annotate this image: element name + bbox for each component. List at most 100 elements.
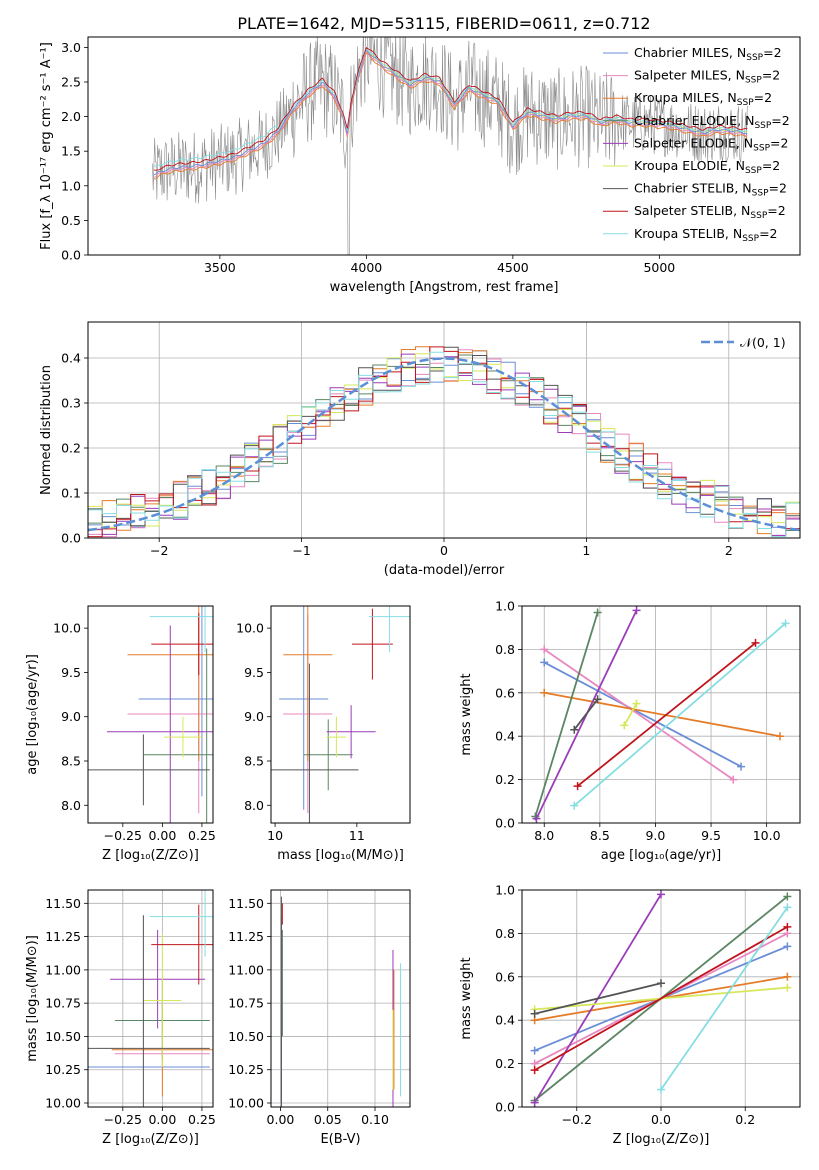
x-tick-label: 9.5 xyxy=(701,828,721,843)
y-tick-label: 10.75 xyxy=(45,996,81,1011)
x-tick-label: 9.0 xyxy=(645,828,665,843)
plot-area xyxy=(280,896,402,1107)
y-tick-label: 1.0 xyxy=(495,883,515,898)
weight-marker xyxy=(540,688,549,697)
x-tick-label: 4000 xyxy=(350,260,382,275)
y-tick-label: 0.0 xyxy=(61,248,81,263)
weight-marker xyxy=(573,782,582,791)
x-tick-label: 0.00 xyxy=(148,828,176,843)
y-tick-label: 11.50 xyxy=(228,896,264,911)
legend-label: Salpeter MILES, NSSP=2 xyxy=(634,68,780,86)
x-tick-label: 8.0 xyxy=(534,828,554,843)
y-tick-label: 0.8 xyxy=(495,642,515,657)
x-tick-label: 11 xyxy=(349,828,365,843)
model-spectrum-salpeter-stelib xyxy=(153,46,748,171)
legend-suffix: =2 xyxy=(767,203,785,218)
weight-marker xyxy=(783,972,792,981)
y-tick-label: 0.0 xyxy=(495,816,515,831)
axes-frame xyxy=(270,889,411,1108)
x-axis-label: Z [log₁₀(Z/Z⊙)] xyxy=(102,848,199,863)
weight-marker xyxy=(657,890,665,899)
legend-subscript: SSP xyxy=(752,189,769,199)
observed-spectrum xyxy=(152,37,748,255)
weight-line xyxy=(534,982,662,1015)
legend-label: Salpeter ELODIE, NSSP=2 xyxy=(634,135,788,153)
y-tick-label: 2.0 xyxy=(61,109,81,124)
y-axis-label: Normed distribution xyxy=(39,365,54,495)
model-spectrum-chabrier-miles xyxy=(153,48,748,176)
y-tick-label: 11.00 xyxy=(45,962,81,977)
panel-age-vs-Z: −0.25 0.00 0.25 8.0 8.5 9.0 9.5 10.0 Z [log₁₀(Z/… xyxy=(25,605,216,863)
weight-line xyxy=(623,703,638,726)
y-tick-label: 10.50 xyxy=(45,1029,81,1044)
weight-marker xyxy=(775,732,784,741)
weight-marker xyxy=(632,699,641,708)
y-tick-label: 0.8 xyxy=(495,926,515,941)
y-tick-label: 10.00 xyxy=(228,1096,264,1111)
y-tick-label: 9.5 xyxy=(244,665,264,680)
legend-label: Chabrier MILES, NSSP=2 xyxy=(634,45,782,63)
y-tick-label: 3.0 xyxy=(61,40,81,55)
weight-marker xyxy=(657,979,665,988)
plot-area xyxy=(88,890,213,1107)
panel-weight-vs-age: 8.0 8.5 9.0 9.5 10.0 0.0 0.2 0.4 0.6 0.8 1.0 age [l… xyxy=(459,599,801,863)
model-spectrum-salpeter-miles xyxy=(153,49,748,178)
histogram-kroupa-stelib xyxy=(88,351,800,538)
y-tick-label: 11.00 xyxy=(228,962,264,977)
axes-frame xyxy=(270,605,411,824)
x-tick-label: 0.05 xyxy=(314,1112,342,1127)
x-tick-label: 0.0 xyxy=(651,1112,671,1127)
y-tick-label: 11.50 xyxy=(45,896,81,911)
plot-area xyxy=(88,346,800,538)
weight-marker xyxy=(530,1009,539,1018)
legend-label: Chabrier ELODIE, NSSP=2 xyxy=(634,113,790,131)
legend-suffix: =2 xyxy=(771,113,789,128)
x-tick-label: 5000 xyxy=(643,260,675,275)
y-tick-label: 0.5 xyxy=(61,213,81,228)
y-axis-label: mass weight xyxy=(459,957,474,1039)
figure-title: PLATE=1642, MJD=53115, FIBERID=0611, z=0… xyxy=(237,14,650,33)
legend-suffix: =2 xyxy=(754,90,772,105)
y-axis-label: mass [log₁₀(M/M⊙)] xyxy=(25,935,40,1062)
weight-line xyxy=(660,906,789,1091)
y-axis-label: age [log₁₀(age/yr)] xyxy=(25,654,40,775)
y-tick-label: 0.3 xyxy=(61,396,81,411)
x-tick-label: 0.00 xyxy=(148,1112,176,1127)
weight-line xyxy=(544,691,781,738)
y-tick-label: 0.4 xyxy=(495,729,515,744)
legend-label: 𝒩(0, 1) xyxy=(740,335,786,350)
weight-marker xyxy=(620,721,629,730)
weight-line xyxy=(534,612,599,817)
axes-frame xyxy=(87,321,801,539)
axes-frame xyxy=(87,889,214,1108)
x-axis-label: Z [log₁₀(Z/Z⊙)] xyxy=(613,1132,710,1147)
x-tick-label: 0.10 xyxy=(361,1112,389,1127)
x-tick-label: 0.00 xyxy=(267,1112,295,1127)
x-tick-label: 0.2 xyxy=(735,1112,755,1127)
y-tick-label: 9.0 xyxy=(244,709,264,724)
legend-subscript: SSP xyxy=(746,53,763,63)
x-tick-label: 0 xyxy=(440,543,448,558)
y-tick-label: 0.2 xyxy=(495,772,515,787)
legend-subscript: SSP xyxy=(745,166,762,176)
x-axis-label: Z [log₁₀(Z/Z⊙)] xyxy=(102,1132,199,1147)
weight-marker xyxy=(540,658,549,667)
x-tick-label: 3500 xyxy=(204,260,236,275)
y-axis-label: Flux [f_λ 10⁻¹⁷ erg cm⁻² s⁻¹ A⁻¹] xyxy=(39,42,54,250)
plot-area xyxy=(88,606,213,823)
x-tick-label: 1 xyxy=(582,543,590,558)
y-tick-label: 0.0 xyxy=(495,1100,515,1115)
x-tick-label: 4500 xyxy=(497,260,529,275)
legend-subscript: SSP xyxy=(750,211,767,221)
weight-marker xyxy=(783,903,792,912)
x-tick-label: −0.25 xyxy=(104,828,142,843)
x-tick-label: −2 xyxy=(150,543,168,558)
legend-label: Kroupa ELODIE, NSSP=2 xyxy=(634,158,780,176)
x-tick-label: 0.25 xyxy=(188,1112,216,1127)
legend-subscript: SSP xyxy=(745,76,762,86)
plot-area xyxy=(271,606,410,823)
x-tick-label: 2 xyxy=(725,543,733,558)
weight-marker xyxy=(570,801,579,810)
normal-curve xyxy=(88,357,800,532)
